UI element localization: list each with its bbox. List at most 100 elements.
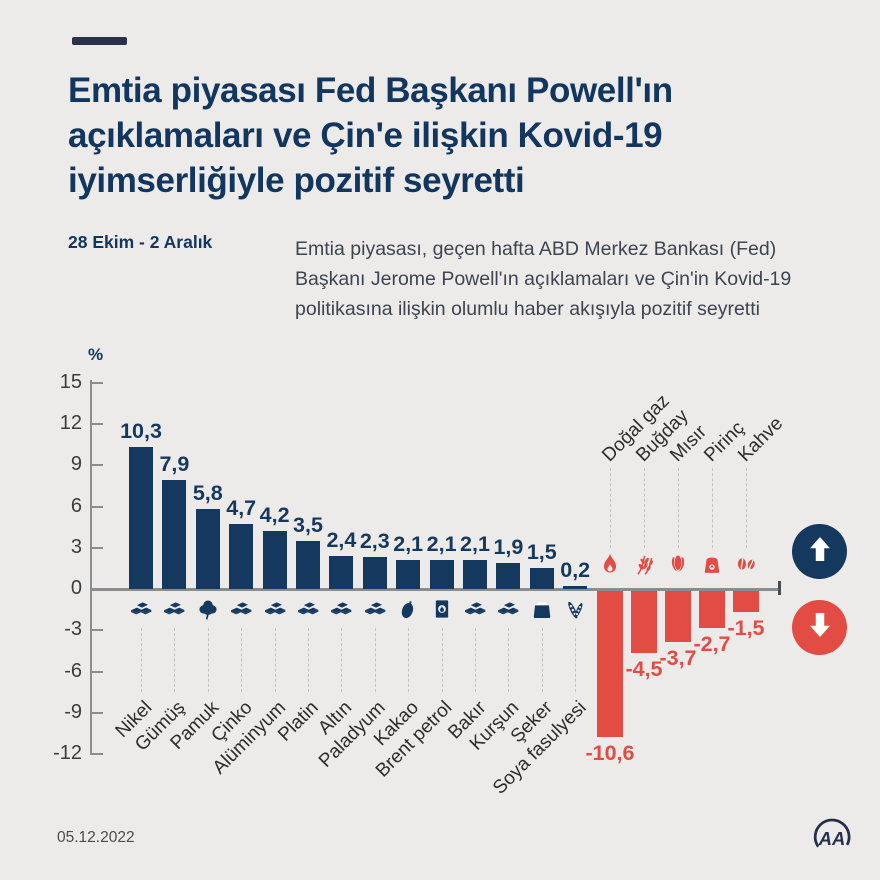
bar — [195, 509, 220, 589]
y-tick-label: -12 — [53, 742, 82, 764]
coffee-beans-icon — [733, 551, 759, 577]
bar-value: 3,5 — [293, 512, 323, 537]
page-title: Emtia piyasası Fed Başkanı Powell'ın açı… — [68, 68, 848, 203]
bar-value: 1,5 — [526, 540, 557, 565]
intro-paragraph: Emtia piyasası, geçen hafta ABD Merkez B… — [295, 238, 792, 320]
bar — [529, 568, 554, 589]
cacao-pod-icon — [395, 596, 421, 622]
bar-value: 10,3 — [120, 419, 162, 444]
bar-dash — [746, 468, 747, 548]
bar-value: 4,2 — [259, 503, 290, 528]
bar-value: 1,9 — [493, 534, 524, 559]
bar-dash — [712, 468, 713, 548]
bar-dash — [241, 628, 243, 692]
metal-ingots-icon — [328, 596, 354, 622]
corn-icon — [665, 551, 691, 577]
bar-value: 7,9 — [159, 452, 190, 477]
y-tick-label: 0 — [70, 577, 82, 599]
metal-ingots-icon — [161, 596, 187, 622]
bar-value: 5,8 — [192, 481, 223, 506]
y-tick-label: 15 — [59, 370, 82, 393]
y-tick-mark — [90, 629, 103, 632]
bar-value: 2,1 — [426, 532, 457, 557]
y-tick-label: -9 — [64, 700, 82, 723]
bar-value: -3,7 — [659, 645, 697, 670]
down-arrow-icon — [803, 608, 837, 647]
bar-dash — [408, 628, 410, 692]
aa-agency-logo-icon: AA — [810, 816, 854, 860]
publication-date: 05.12.2022 — [57, 829, 135, 846]
unit-label: % — [88, 345, 104, 364]
bar-value: 2,4 — [326, 528, 357, 552]
bar-dash — [341, 628, 343, 692]
bar-dash — [207, 628, 209, 692]
y-tick-mark — [90, 546, 103, 549]
metal-ingots-icon — [128, 596, 154, 622]
bar-value: 4,7 — [226, 496, 257, 521]
bar-value: 2,3 — [359, 529, 390, 554]
bar-value: -2,7 — [693, 632, 731, 657]
bar-dash — [678, 468, 679, 548]
flame-icon — [597, 551, 623, 577]
oil-barrel-icon — [429, 596, 455, 622]
bar — [162, 480, 187, 589]
rice-sack-icon — [699, 551, 725, 577]
bar-dash — [508, 628, 510, 692]
bar — [631, 591, 657, 653]
bar — [733, 591, 759, 612]
metal-ingots-icon — [362, 596, 388, 622]
bar-value: -10,6 — [585, 740, 635, 765]
bar — [496, 562, 521, 589]
bar-dash — [308, 628, 309, 692]
bar-dash — [575, 628, 577, 692]
bar-dash — [644, 468, 645, 548]
bar-dash — [274, 628, 276, 692]
bar-value: 2,1 — [393, 532, 424, 557]
page-title-line: açıklamaları ve Çin'e ilişkin Kovid-19 — [68, 116, 663, 155]
bar — [463, 560, 487, 589]
metal-ingots-icon — [495, 596, 521, 622]
bar-dash — [475, 628, 476, 692]
bar-value: 0,2 — [560, 558, 591, 583]
sugar-sack-icon — [529, 596, 555, 622]
bar-value: -4,5 — [625, 656, 663, 681]
y-tick-mark — [90, 464, 103, 467]
y-tick-mark — [90, 423, 103, 425]
accent-dash — [72, 37, 127, 45]
y-tick-label: 6 — [70, 494, 82, 517]
bar — [597, 591, 623, 737]
date-range-label: 28 Ekim - 2 Aralık — [68, 232, 213, 252]
axis-end-tick — [778, 581, 781, 595]
y-tick-label: 12 — [59, 412, 82, 434]
bar — [396, 560, 421, 589]
y-tick-mark — [90, 381, 103, 384]
bar — [563, 586, 588, 589]
up-arrow-icon — [803, 532, 837, 571]
y-tick-label: 3 — [70, 535, 82, 558]
y-tick-mark — [90, 711, 103, 714]
page-title-line: Emtia piyasası Fed Başkanı Powell'ın — [68, 71, 673, 110]
y-tick-label: -3 — [64, 618, 82, 641]
bar-dash — [374, 628, 376, 692]
bar-value: 2,1 — [460, 532, 490, 557]
bar-dash — [610, 468, 611, 548]
page-title-line: iyimserliğiyle pozitif seyretti — [68, 161, 525, 200]
bar-dash — [441, 628, 443, 692]
cotton-icon — [195, 596, 221, 622]
bar — [329, 556, 354, 589]
decrease-legend-badge — [792, 600, 847, 655]
bar — [699, 591, 725, 629]
y-tick-mark — [90, 505, 103, 508]
y-tick-mark — [90, 753, 103, 755]
y-tick-mark — [90, 670, 103, 673]
wheat-icon — [631, 551, 657, 577]
metal-ingots-icon — [262, 596, 288, 622]
bar — [296, 540, 320, 589]
metal-ingots-icon — [462, 596, 488, 622]
bar — [429, 560, 454, 589]
y-axis-line — [90, 380, 92, 755]
bar-value: -1,5 — [727, 615, 765, 640]
soybean-pods-icon — [562, 596, 588, 622]
y-tick-label: 9 — [70, 453, 82, 476]
